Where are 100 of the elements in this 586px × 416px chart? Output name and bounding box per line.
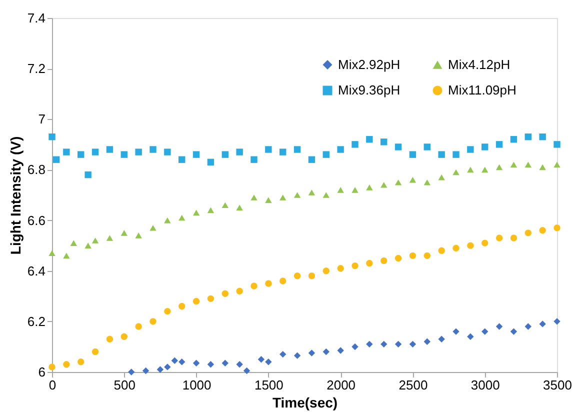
point xyxy=(164,217,171,224)
point xyxy=(352,187,358,193)
point xyxy=(424,338,430,346)
point xyxy=(510,136,518,143)
point xyxy=(524,162,532,168)
point xyxy=(135,323,142,330)
point xyxy=(380,182,388,188)
point xyxy=(265,197,272,203)
point xyxy=(452,169,460,176)
point xyxy=(265,358,272,366)
point xyxy=(63,361,70,368)
point xyxy=(366,260,373,267)
y-axis-title: Light Intensity (V) xyxy=(7,136,24,255)
point xyxy=(106,336,114,342)
x-axis-title: Time(sec) xyxy=(272,394,338,410)
point xyxy=(236,204,243,211)
point xyxy=(164,308,171,315)
point xyxy=(308,350,316,356)
point xyxy=(63,252,70,259)
point xyxy=(394,340,402,348)
x-tick-label: 3000 xyxy=(470,378,500,392)
point xyxy=(380,257,388,264)
point xyxy=(409,340,416,348)
point xyxy=(178,302,186,310)
x-tick-label: 0 xyxy=(48,378,56,392)
point xyxy=(352,343,358,350)
point xyxy=(337,347,344,354)
point xyxy=(265,146,272,153)
point xyxy=(554,162,560,168)
point xyxy=(78,358,84,366)
point xyxy=(128,368,135,376)
point xyxy=(150,146,156,153)
point xyxy=(120,151,128,158)
point xyxy=(207,295,214,302)
point xyxy=(135,148,142,156)
point xyxy=(510,328,518,335)
point xyxy=(524,133,532,140)
point xyxy=(280,278,286,284)
point xyxy=(164,148,171,156)
point xyxy=(156,366,164,373)
point xyxy=(265,280,272,287)
point xyxy=(438,336,445,342)
point xyxy=(322,192,330,198)
point xyxy=(452,151,460,158)
point xyxy=(496,141,503,148)
point xyxy=(178,156,186,163)
point xyxy=(554,141,560,148)
y-tick-label: 6.8 xyxy=(27,162,46,178)
x-tick-label: 1000 xyxy=(182,378,212,392)
point xyxy=(294,272,301,280)
point xyxy=(294,192,301,198)
point xyxy=(192,360,200,367)
point xyxy=(192,210,200,216)
point xyxy=(70,240,77,246)
point xyxy=(452,244,460,252)
point xyxy=(308,190,316,196)
point xyxy=(250,282,258,290)
x-tick-label: 3500 xyxy=(543,378,572,392)
point xyxy=(554,224,560,232)
point xyxy=(380,340,388,348)
point xyxy=(438,174,445,180)
y-tick-label: 6 xyxy=(38,364,46,380)
point xyxy=(424,144,430,150)
point xyxy=(524,230,532,236)
point xyxy=(366,340,373,348)
point xyxy=(280,148,286,156)
point xyxy=(409,252,416,260)
point xyxy=(409,176,416,183)
point xyxy=(482,328,488,335)
point xyxy=(467,333,474,340)
legend-label: Mix9.36pH xyxy=(338,82,400,98)
point xyxy=(380,138,388,146)
y-tick-label: 6.2 xyxy=(27,314,46,329)
point xyxy=(394,144,402,150)
point xyxy=(92,148,99,156)
point xyxy=(250,156,258,163)
point xyxy=(322,151,330,158)
point xyxy=(207,207,214,214)
point xyxy=(322,268,330,274)
x-tick-label: 1500 xyxy=(254,378,284,392)
point xyxy=(394,254,402,262)
point xyxy=(337,187,344,193)
point xyxy=(48,133,56,140)
point xyxy=(207,158,214,166)
point xyxy=(467,166,474,173)
point xyxy=(496,323,503,330)
point xyxy=(142,367,150,374)
legend-label: Mix4.12pH xyxy=(448,56,510,72)
point xyxy=(250,194,258,200)
legend-label: Mix11.09pH xyxy=(448,82,516,98)
legend-label: Mix2.92pH xyxy=(338,56,400,72)
point xyxy=(308,272,316,280)
x-tick-label: 2000 xyxy=(326,378,356,392)
point xyxy=(510,234,518,242)
y-tick-label: 7 xyxy=(38,112,46,127)
point xyxy=(106,146,114,153)
point xyxy=(482,240,488,246)
point xyxy=(510,162,518,168)
y-tick-label: 7.4 xyxy=(27,10,46,26)
point xyxy=(84,242,92,248)
